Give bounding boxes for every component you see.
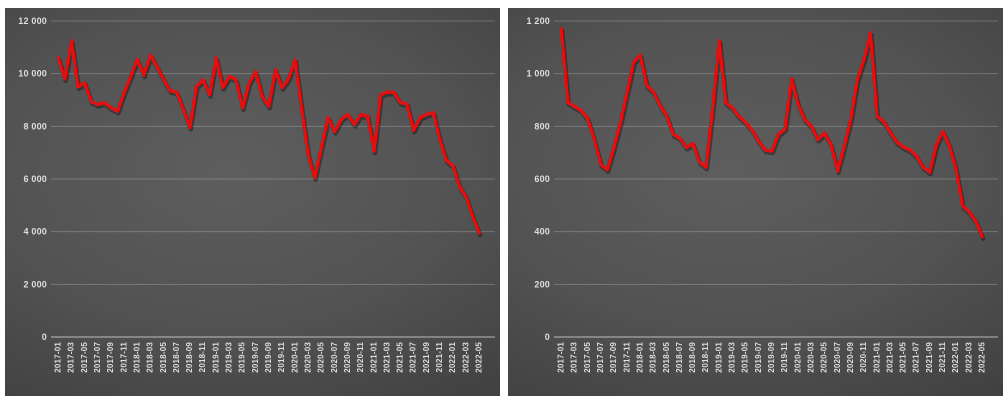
y-tick-label: 4 000 — [23, 227, 47, 237]
x-tick-label: 2020-03 — [303, 342, 312, 373]
x-tick-label: 2018-09 — [688, 342, 697, 373]
x-tick-label: 2017-01 — [54, 342, 63, 373]
x-tick-label: 2022-05 — [475, 342, 484, 373]
x-tick-label: 2021-03 — [885, 342, 894, 373]
x-tick-label: 2022-03 — [461, 342, 470, 373]
y-tick-label: 800 — [534, 121, 550, 131]
y-tick-label: 0 — [42, 332, 47, 342]
chart-panel-right: 0 200 400 600 800 1 000 1 200 2017-01 2017-03 201… — [508, 8, 1003, 396]
x-tick-label: 2021-01 — [369, 342, 378, 373]
y-tick-label: 1 200 — [526, 16, 550, 26]
x-tick-label: 2018-01 — [132, 342, 141, 373]
x-tick-label: 2019-09 — [264, 342, 273, 373]
x-tick-label: 2017-09 — [609, 342, 618, 373]
x-tick-label: 2017-11 — [622, 342, 631, 373]
x-tick-label: 2018-05 — [159, 342, 168, 373]
y-tick-label: 2 000 — [23, 279, 47, 289]
series-line-shadow — [56, 40, 483, 238]
x-tick-label: 2020-09 — [343, 342, 352, 373]
x-tick-label: 2020-07 — [833, 342, 842, 373]
x-tick-label: 2022-01 — [448, 342, 457, 373]
x-tick-label: 2017-05 — [80, 342, 89, 373]
x-tick-label: 2019-05 — [741, 342, 750, 373]
x-tick-label: 2017-03 — [67, 342, 76, 373]
x-tick-label: 2019-05 — [238, 342, 247, 373]
x-tick-label: 2021-11 — [938, 342, 947, 373]
x-tick-label: 2018-01 — [635, 342, 644, 373]
y-tick-label: 12 000 — [18, 16, 47, 26]
y-tick-label: 400 — [534, 227, 550, 237]
x-tick-label: 2020-01 — [290, 342, 299, 373]
x-tick-label: 2020-05 — [317, 342, 326, 373]
x-tick-label: 2019-09 — [767, 342, 776, 373]
x-tick-label: 2017-07 — [93, 342, 102, 373]
y-tick-label: 8 000 — [23, 121, 47, 131]
y-tick-label: 10 000 — [18, 69, 47, 79]
x-tick-label: 2020-01 — [793, 342, 802, 373]
x-tick-label: 2018-03 — [649, 342, 658, 373]
y-tick-label: 0 — [545, 332, 550, 342]
x-tick-label: 2017-11 — [119, 342, 128, 373]
x-tick-label: 2017-01 — [557, 342, 566, 373]
x-tick-label: 2020-09 — [846, 342, 855, 373]
x-tick-label: 2019-07 — [754, 342, 763, 373]
x-tick-label: 2020-11 — [356, 342, 365, 373]
x-tick-label: 2019-11 — [780, 342, 789, 373]
series-line-shadow — [559, 28, 986, 241]
x-tick-label: 2018-07 — [172, 342, 181, 373]
x-tick-label: 2021-01 — [872, 342, 881, 373]
line-chart-right: 0 200 400 600 800 1 000 1 200 2017-01 2017-03 201… — [526, 16, 998, 373]
x-tick-label: 2022-03 — [964, 342, 973, 373]
series-right — [559, 27, 984, 239]
x-tick-label: 2018-07 — [675, 342, 684, 373]
chart-panel-left: 0 2 000 4 000 6 000 8 000 10 000 12 000 2017-01… — [5, 8, 500, 396]
x-tick-label: 2018-05 — [662, 342, 671, 373]
x-tick-label: 2020-07 — [330, 342, 339, 373]
x-tick-label: 2017-05 — [583, 342, 592, 373]
series-left — [56, 39, 481, 235]
line-chart-left: 0 2 000 4 000 6 000 8 000 10 000 12 000 2017-01… — [18, 16, 495, 373]
x-tick-label: 2020-11 — [859, 342, 868, 373]
x-tick-label: 2019-01 — [714, 342, 723, 373]
x-tick-label: 2018-09 — [185, 342, 194, 373]
x-tick-label: 2019-03 — [728, 342, 737, 373]
x-tick-label: 2017-09 — [106, 342, 115, 373]
x-tick-label: 2021-09 — [422, 342, 431, 373]
x-tick-label: 2021-05 — [899, 342, 908, 373]
x-tick-label: 2019-07 — [251, 342, 260, 373]
x-tick-label: 2017-03 — [570, 342, 579, 373]
x-tick-label: 2021-05 — [396, 342, 405, 373]
x-tick-label: 2019-03 — [225, 342, 234, 373]
x-tick-label: 2021-03 — [382, 342, 391, 373]
y-tick-label: 200 — [534, 279, 550, 289]
x-tick-label: 2021-11 — [435, 342, 444, 373]
x-tick-label: 2021-07 — [912, 342, 921, 373]
x-tick-label: 2018-11 — [198, 342, 207, 373]
x-tick-label: 2020-05 — [820, 342, 829, 373]
x-tick-label: 2018-11 — [701, 342, 710, 373]
x-tick-label: 2019-11 — [277, 342, 286, 373]
x-tick-label: 2021-07 — [409, 342, 418, 373]
y-tick-label: 1 000 — [526, 69, 550, 79]
x-tick-label: 2020-03 — [806, 342, 815, 373]
x-tick-label: 2017-07 — [596, 342, 605, 373]
x-tick-label: 2018-03 — [146, 342, 155, 373]
y-tick-label: 600 — [534, 174, 550, 184]
x-tick-label: 2019-01 — [211, 342, 220, 373]
y-tick-label: 6 000 — [23, 174, 47, 184]
x-tick-label: 2022-05 — [978, 342, 987, 373]
x-tick-label: 2022-01 — [951, 342, 960, 373]
x-tick-label: 2021-09 — [925, 342, 934, 373]
